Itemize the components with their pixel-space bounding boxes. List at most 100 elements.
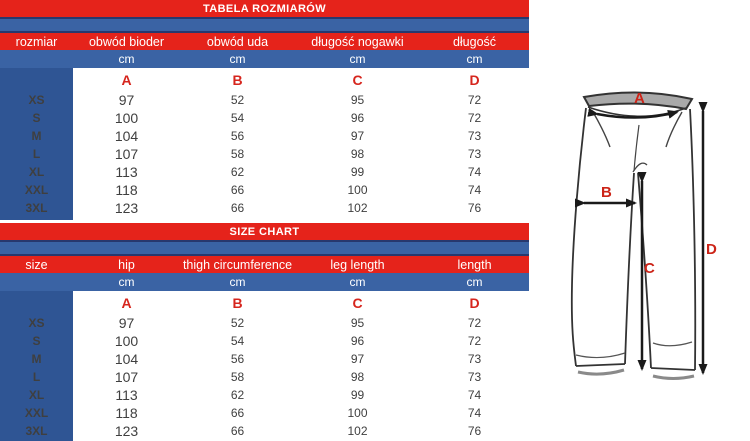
column-header: rozmiar <box>15 34 58 49</box>
unit-label: cm <box>118 275 135 289</box>
column-header: hip <box>118 257 135 272</box>
value-cell: 123 <box>114 200 139 216</box>
letter-label: A <box>121 71 132 88</box>
value-cell: 99 <box>350 165 365 179</box>
value-cell: 107 <box>114 369 139 385</box>
right-hem-shadow <box>652 374 695 380</box>
table-row: L 107 58 98 73 <box>0 368 529 386</box>
value-cell: 98 <box>350 147 365 161</box>
value-cell: 73 <box>467 370 482 384</box>
unit-label: cm <box>229 52 246 66</box>
table-header-row: size hip thigh circumference leg length leng… <box>0 256 529 273</box>
value-cell: 56 <box>230 129 245 143</box>
unit-label <box>0 50 73 68</box>
value-cell: 54 <box>230 334 245 348</box>
column-header: thigh circumference <box>182 257 293 272</box>
value-cell: 62 <box>230 388 245 402</box>
unit-label: cm <box>118 52 135 66</box>
unit-label: cm <box>349 275 366 289</box>
unit-label: cm <box>349 52 366 66</box>
letter-label: C <box>352 71 363 88</box>
value-cell: 113 <box>115 164 138 180</box>
table-row: S 100 54 96 72 <box>0 109 529 127</box>
left-hem-shadow <box>577 368 625 376</box>
left-hem-line <box>575 363 626 367</box>
unit-label: cm <box>229 275 246 289</box>
value-cell: 96 <box>350 334 365 348</box>
table-body: XS 97 52 95 72 S 100 54 96 72 M 104 56 97 73 L 107 58 98 73… <box>0 314 529 440</box>
size-label: M <box>0 127 73 145</box>
letter-label: A <box>121 294 132 311</box>
value-cell: 107 <box>114 146 139 162</box>
letter-label: C <box>352 294 363 311</box>
value-cell: 74 <box>467 406 482 420</box>
column-header: size <box>25 257 48 272</box>
value-cell: 104 <box>114 351 139 367</box>
size-label: L <box>0 145 73 163</box>
value-cell: 56 <box>230 352 245 366</box>
left-pocket-line <box>592 111 611 148</box>
value-cell: 118 <box>115 405 138 421</box>
size-label: M <box>0 350 73 368</box>
size-tables: TABELA ROZMIARÓW rozmiar obwód bioder obwó… <box>0 0 529 441</box>
table-row: 3XL 123 66 102 76 <box>0 422 529 440</box>
right-leg-outer-seam <box>689 108 697 371</box>
table-row: XS 97 52 95 72 <box>0 91 529 109</box>
value-cell: 98 <box>350 370 365 384</box>
value-cell: 66 <box>230 201 245 215</box>
value-cell: 72 <box>467 316 482 330</box>
value-cell: 66 <box>230 406 245 420</box>
table-spacer-band <box>0 17 529 33</box>
table-row: XL 113 62 99 74 <box>0 386 529 404</box>
value-cell: 74 <box>467 388 482 402</box>
column-header: obwód uda <box>206 34 269 49</box>
right-hem-crease <box>652 341 693 347</box>
size-label: 3XL <box>0 422 73 440</box>
unit-label <box>0 273 73 291</box>
value-cell: 100 <box>347 406 368 420</box>
value-cell: 58 <box>230 147 245 161</box>
table-units-row: cm cm cm cm <box>0 273 529 291</box>
value-cell: 62 <box>230 165 245 179</box>
value-cell: 72 <box>467 334 482 348</box>
table-body: XS 97 52 95 72 S 100 54 96 72 M 104 56 97 73 L 107 58 98 73… <box>0 91 529 217</box>
table-row: L 107 58 98 73 <box>0 145 529 163</box>
value-cell: 97 <box>118 315 135 331</box>
table-banner: SIZE CHART <box>0 223 529 240</box>
letter-label: B <box>232 294 243 311</box>
fly-crease-line <box>633 124 640 172</box>
value-cell: 104 <box>114 128 139 144</box>
value-cell: 73 <box>467 129 482 143</box>
size-label: XS <box>0 91 73 109</box>
table-row: XS 97 52 95 72 <box>0 314 529 332</box>
left-leg-inner-seam <box>624 172 635 365</box>
table-letters-row: A B C D <box>0 68 529 91</box>
value-cell: 95 <box>350 93 365 107</box>
size-table: TABELA ROZMIARÓW rozmiar obwód bioder obwó… <box>0 0 529 220</box>
letter-label: B <box>232 71 243 88</box>
table-row: S 100 54 96 72 <box>0 332 529 350</box>
value-cell: 96 <box>350 111 365 125</box>
table-spacer-band <box>0 240 529 256</box>
size-label: S <box>0 332 73 350</box>
column-header: length <box>457 257 492 272</box>
unit-label: cm <box>466 52 483 66</box>
waist-measure-arrow <box>587 107 679 119</box>
value-cell: 54 <box>230 111 245 125</box>
label-B: B <box>601 184 612 201</box>
label-D: D <box>706 241 717 258</box>
left-leg-outer-seam <box>570 107 587 367</box>
value-cell: 99 <box>350 388 365 402</box>
table-row: XL 113 62 99 74 <box>0 163 529 181</box>
unit-label: cm <box>466 275 483 289</box>
value-cell: 52 <box>230 316 245 330</box>
pants-diagram: A B C D <box>530 85 750 441</box>
value-cell: 76 <box>467 201 482 215</box>
value-cell: 102 <box>347 424 368 438</box>
table-units-row: cm cm cm cm <box>0 50 529 68</box>
value-cell: 58 <box>230 370 245 384</box>
column-header: leg length <box>330 257 385 272</box>
value-cell: 73 <box>467 147 482 161</box>
value-cell: 66 <box>230 183 245 197</box>
